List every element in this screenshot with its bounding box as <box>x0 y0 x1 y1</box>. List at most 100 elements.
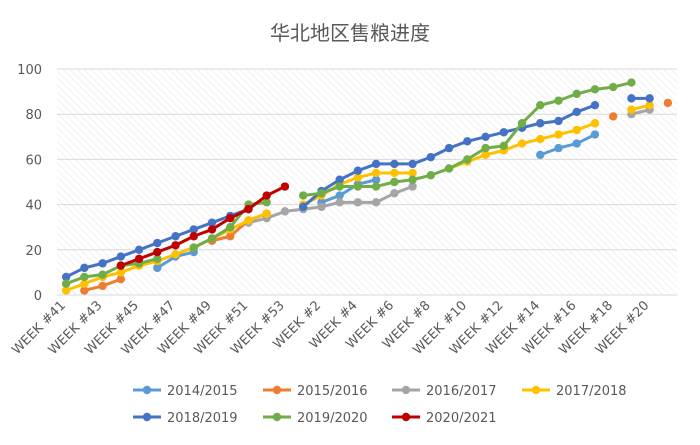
legend-item: 2015/2016 <box>263 384 368 399</box>
data-point <box>590 119 600 128</box>
data-point <box>153 263 162 273</box>
data-point <box>244 216 253 225</box>
data-point <box>61 286 71 295</box>
data-point <box>298 202 308 212</box>
data-point <box>408 159 417 169</box>
legend-swatch-marker <box>272 412 282 422</box>
data-point <box>171 232 180 241</box>
data-point <box>207 234 217 243</box>
data-point <box>536 134 545 144</box>
data-point <box>189 225 198 234</box>
data-point <box>517 119 527 128</box>
data-point <box>153 247 162 257</box>
data-point <box>463 137 472 146</box>
data-point <box>390 189 399 198</box>
data-point <box>116 268 126 277</box>
legend-swatch-marker <box>531 385 541 395</box>
data-point <box>608 82 618 92</box>
y-tick-label: 100 <box>17 63 42 78</box>
data-point <box>298 191 308 200</box>
data-point <box>226 213 235 223</box>
data-point <box>61 279 71 288</box>
y-tick-label: 0 <box>34 289 42 304</box>
data-point <box>499 141 508 151</box>
series-line <box>120 185 286 268</box>
data-point <box>80 263 89 273</box>
data-point <box>536 119 545 128</box>
data-point <box>481 132 490 141</box>
data-point <box>280 182 290 191</box>
data-point <box>572 89 581 99</box>
data-point <box>627 78 636 87</box>
data-point <box>262 191 271 200</box>
data-point <box>335 182 344 191</box>
data-point <box>645 94 654 103</box>
legend-swatch-marker <box>142 385 152 395</box>
data-point <box>608 112 618 121</box>
data-point <box>554 130 563 139</box>
legend-label: 2019/2020 <box>297 411 368 426</box>
data-point <box>390 168 399 178</box>
series-line <box>248 185 414 225</box>
data-point <box>153 254 162 264</box>
data-point <box>189 232 198 241</box>
data-point <box>353 173 363 182</box>
series-2019/2020 <box>61 78 636 288</box>
data-point <box>663 98 673 108</box>
data-point <box>61 272 71 282</box>
data-point <box>80 272 89 282</box>
data-point <box>426 171 436 180</box>
legend-label: 2015/2016 <box>297 384 368 399</box>
data-point <box>590 130 600 139</box>
legend-swatch-marker <box>142 412 152 422</box>
data-point <box>390 177 399 187</box>
data-point <box>226 223 235 232</box>
series-lines <box>61 78 673 295</box>
data-point <box>80 286 89 295</box>
data-point <box>98 259 107 268</box>
data-point <box>590 100 600 110</box>
data-point <box>572 125 581 135</box>
data-point <box>572 107 581 117</box>
data-point <box>226 232 235 241</box>
data-point <box>371 168 381 178</box>
data-point <box>408 175 417 184</box>
data-point <box>262 209 271 218</box>
data-point <box>390 159 399 169</box>
data-point <box>98 270 107 279</box>
data-point <box>207 225 217 234</box>
legend-label: 2020/2021 <box>426 411 497 426</box>
data-point <box>463 155 472 164</box>
data-point <box>371 159 381 169</box>
data-point <box>153 238 162 248</box>
series-line <box>320 178 377 204</box>
data-point <box>335 191 344 200</box>
data-point <box>353 166 363 175</box>
data-point <box>262 198 271 207</box>
data-point <box>499 128 508 137</box>
data-point <box>426 152 436 162</box>
y-axis: 0 20 40 60 80 100 <box>17 63 42 304</box>
data-point <box>444 164 454 173</box>
data-point <box>116 261 126 270</box>
data-point <box>408 168 417 178</box>
legend-label: 2017/2018 <box>556 384 627 399</box>
data-point <box>481 143 490 153</box>
data-point <box>353 182 363 191</box>
data-point <box>627 105 636 114</box>
data-point <box>335 175 344 184</box>
legend-item: 2018/2019 <box>133 411 238 426</box>
data-point <box>280 207 290 216</box>
legend-item: 2014/2015 <box>133 384 238 399</box>
data-point <box>517 139 527 148</box>
data-point <box>353 198 363 207</box>
data-point <box>554 96 563 105</box>
legend-swatch-marker <box>401 412 411 422</box>
data-point <box>98 281 107 291</box>
series-line <box>539 133 596 157</box>
data-point <box>244 204 253 214</box>
data-point <box>645 100 654 110</box>
data-point <box>371 182 381 191</box>
